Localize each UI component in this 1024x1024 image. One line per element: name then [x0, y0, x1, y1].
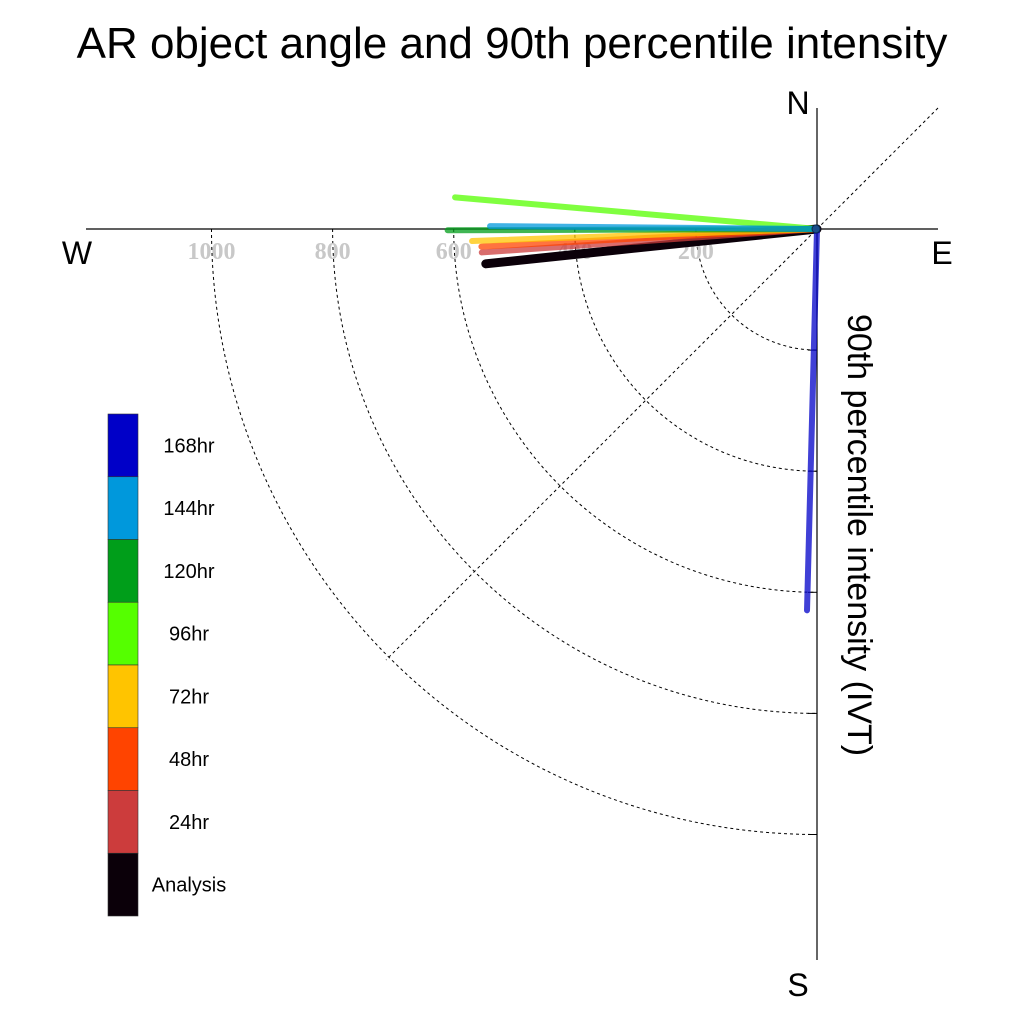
south-label: S — [787, 967, 808, 1003]
ring-800 — [332, 228, 818, 714]
legend-swatch-168hr — [107, 413, 139, 478]
legend-label: 48hr — [169, 749, 209, 771]
ring-label: 1000 — [188, 239, 236, 265]
legend-label: Analysis — [152, 875, 226, 897]
legend-swatch-120hr — [107, 539, 139, 603]
legend-swatch-72hr — [107, 664, 139, 729]
diagonal-guide — [385, 107, 939, 661]
legend-label: 72hr — [169, 686, 209, 708]
vector-96hr — [452, 194, 820, 232]
legend-label: 120hr — [163, 561, 214, 583]
ring-label: 800 — [315, 239, 351, 265]
legend-swatch-24hr — [107, 790, 139, 854]
west-label: W — [62, 235, 93, 271]
ring-600 — [453, 228, 818, 593]
legend-label: 24hr — [169, 812, 209, 834]
legend-label: 144hr — [163, 498, 214, 520]
legend-swatch-96hr — [107, 601, 139, 666]
east-label: E — [931, 235, 952, 271]
legend-label: 96hr — [169, 624, 209, 646]
rings-layer — [211, 228, 818, 835]
legend-label: 168hr — [163, 435, 214, 457]
legend-swatch-48hr — [107, 727, 139, 791]
vectors-layer — [444, 194, 822, 614]
ring-1000 — [211, 228, 818, 835]
ring-label: 600 — [436, 239, 472, 265]
ring-200 — [695, 228, 818, 351]
legend-swatch-144hr — [107, 476, 139, 540]
origin-marker — [811, 224, 821, 234]
legend: 168hr 144hr 120hr 96hr 72hr 48hr 24hr Analysis — [107, 413, 226, 917]
ring-400 — [574, 228, 818, 472]
vector-144hr — [487, 223, 820, 232]
legend-swatch-analysis — [107, 852, 139, 917]
north-label: N — [786, 85, 809, 121]
vector-168hr — [804, 226, 820, 614]
chart-title: AR object angle and 90th percentile inte… — [77, 19, 948, 68]
radial-axis-label: 90th percentile intensity (IVT) — [840, 314, 878, 756]
